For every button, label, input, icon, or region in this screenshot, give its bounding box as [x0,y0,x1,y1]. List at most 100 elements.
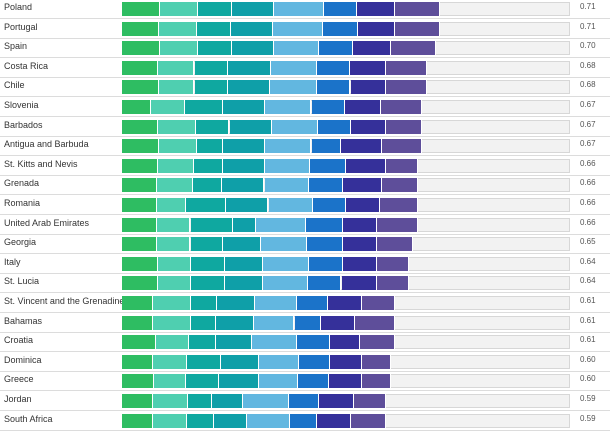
bar-segment [185,374,220,388]
bar-segment [156,178,193,192]
bar-segment [345,198,380,212]
bar-segment [122,218,157,232]
bar-segment [346,159,387,173]
country-label: Costa Rica [4,61,49,71]
bar-segment [290,414,317,428]
bar-segment [263,257,310,271]
score-label: 0.60 [580,355,596,364]
bar-segment [187,394,212,408]
bar-segment [222,237,261,251]
bar-segment [297,296,328,310]
bar-segment [160,41,199,55]
bar-segment [310,159,346,173]
bar-segment [122,394,154,408]
bar-segment [158,139,197,153]
bar-segment [311,100,346,114]
bar-segment [342,178,382,192]
bar-segment [160,2,199,16]
bar-segment [258,374,298,388]
bar-segment [122,355,154,369]
bar-segment [231,41,275,55]
country-label: Grenada [4,178,40,188]
country-label: Dominica [4,355,42,365]
bar-segment [350,80,387,94]
bar-segment [318,120,351,134]
score-label: 0.64 [580,276,596,285]
bar-segment [196,139,223,153]
row-divider [0,38,610,39]
bar-segment [377,276,409,290]
country-label: South Africa [4,414,53,424]
bar-segment [307,237,343,251]
country-label: St. Kitts and Nevis [4,159,78,169]
score-label: 0.61 [580,335,596,344]
bar-segment [264,178,310,192]
bar-segment [316,61,350,75]
row-divider [0,430,610,431]
bar-segment [323,2,358,16]
bar-segment [122,80,159,94]
bar-segment [225,276,264,290]
row-divider [0,410,610,411]
bar-segment [122,120,158,134]
bar-segment [386,61,427,75]
row-divider [0,57,610,58]
chart-row: Chile 0.68 [0,78,610,98]
bar-segment [122,100,152,114]
bar-segment [153,316,192,330]
bar-segment [309,257,343,271]
score-label: 0.68 [580,61,596,70]
bar-segment [216,296,255,310]
bar-segment [122,2,161,16]
bar-segment [195,120,230,134]
bar-segment [225,198,269,212]
chart-row: Costa Rica 0.68 [0,59,610,79]
chart-row: St. Kitts and Nevis 0.66 [0,157,610,177]
country-label: Greece [4,374,34,384]
country-label: Poland [4,2,33,12]
row-divider [0,116,610,117]
score-label: 0.65 [580,237,596,246]
bar-segment [122,198,157,212]
bar-segment [222,100,266,114]
bar-segment [340,139,382,153]
bar-segment [194,80,229,94]
bar-segment [122,139,159,153]
bar-segment [330,335,361,349]
bar-segment [231,2,275,16]
score-label: 0.59 [580,394,596,403]
bar-segment [311,139,341,153]
bar-segment [349,61,387,75]
bar-segment [254,316,295,330]
chart-row: Slovenia 0.67 [0,98,610,118]
bar-segment [254,296,298,310]
chart-row: Greece 0.60 [0,372,610,392]
bar-segment [122,237,157,251]
row-divider [0,194,610,195]
bar-segment [152,296,191,310]
bar-segment [307,276,342,290]
bar-segment [342,237,378,251]
bar-segment [350,120,387,134]
bar-segment [153,414,187,428]
chart-row: Italy 0.64 [0,255,610,275]
bar-segment [313,198,346,212]
chart-row: Grenada 0.66 [0,176,610,196]
bar-segment [190,218,234,232]
bar-segment [122,296,153,310]
bar-segment [159,22,198,36]
bar-segment [319,394,354,408]
score-label: 0.70 [580,41,596,50]
score-label: 0.66 [580,178,596,187]
country-label: Georgia [4,237,37,247]
row-divider [0,77,610,78]
bar-segment [341,276,378,290]
bar-segment [228,80,270,94]
bar-segment [272,120,319,134]
bar-segment [273,22,323,36]
bar-segment [352,41,391,55]
row-divider [0,214,610,215]
bar-segment [265,159,311,173]
bar-segment [219,374,259,388]
